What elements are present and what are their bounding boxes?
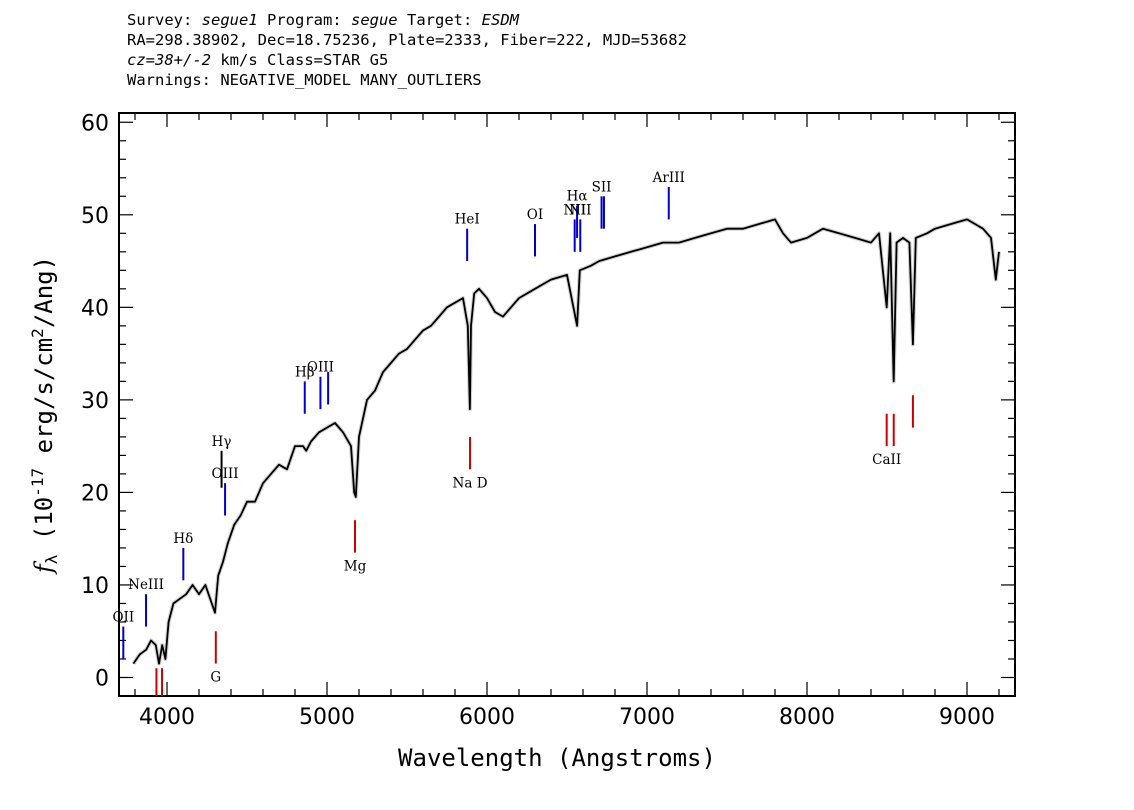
header-line-4: Warnings: NEGATIVE_MODEL MANY_OUTLIERS — [127, 71, 482, 89]
line-marker-label-13: SII — [592, 179, 612, 195]
y-axis-label-part-5: 2 — [28, 328, 47, 338]
line-marker-label-10: NII — [563, 202, 585, 218]
line-marker-label-12: NII — [569, 202, 591, 218]
x-tick-label: 9000 — [939, 705, 995, 730]
header-line-2: RA=298.38902, Dec=18.75236, Plate=2333, … — [127, 31, 687, 49]
line-marker-label-11: Hα — [567, 189, 588, 205]
line-marker-label-15: ArIII — [652, 170, 685, 186]
survey-value: segue1 — [201, 11, 258, 29]
line-marker-label-0: OII — [112, 610, 134, 626]
line-marker-label-2: Hδ — [173, 531, 193, 547]
y-tick-label: 60 — [81, 111, 109, 136]
plot-area — [131, 217, 1001, 666]
y-tick-label: 20 — [81, 481, 109, 506]
program-value: segue — [350, 11, 398, 29]
header-line-3: cz=38+/-2 km/s Class=STAR G5 — [127, 50, 687, 70]
y-axis-label-part-3: -17 — [28, 468, 47, 497]
x-tick-label: 7000 — [619, 705, 675, 730]
spectrum-line-0 — [132, 218, 1000, 665]
y-tick-label: 0 — [95, 666, 109, 691]
x-tick-label: 6000 — [459, 705, 515, 730]
line-marker-label-21: CaII — [872, 452, 901, 468]
y-axis-label-part-4: erg/s/cm — [30, 338, 58, 468]
target-value: ESDM — [481, 11, 519, 29]
spectrum-header: Survey: segue1 Program: segue Target: ES… — [127, 10, 687, 90]
y-axis-label-part-2: (10 — [30, 497, 58, 555]
y-tick-label: 30 — [81, 389, 109, 414]
line-marker-label-4: OIII — [212, 466, 239, 482]
y-axis-label: fλ (10-17 erg/s/cm2/Ang) — [28, 256, 61, 575]
line-marker-label-5: Hβ — [295, 364, 315, 380]
x-tick-label: 8000 — [779, 705, 835, 730]
target-label: Target: — [397, 11, 482, 29]
line-marker-label-9: OI — [527, 207, 543, 223]
y-axis-label-part-1: λ — [42, 554, 61, 564]
program-label: Program: — [257, 11, 351, 29]
redshift-unit-class: km/s Class=STAR G5 — [211, 51, 389, 69]
line-marker-label-20: Na D — [453, 475, 488, 491]
redshift-value: cz=38+/-2 — [127, 51, 211, 69]
line-marker-label-8: HeI — [455, 212, 480, 228]
line-marker-label-3: Hγ — [212, 434, 232, 450]
survey-label: Survey: — [127, 11, 202, 29]
header-line-1: Survey: segue1 Program: segue Target: ES… — [127, 10, 687, 30]
line-marker-label-6: OIII — [307, 360, 334, 376]
x-axis-label: Wavelength (Angstroms) — [398, 744, 716, 772]
line-marker-label-1: NeIII — [128, 577, 164, 593]
x-tick-label: 5000 — [299, 705, 355, 730]
plot-frame — [118, 112, 1016, 697]
y-axis-label-part-6: /Ang) — [30, 256, 58, 328]
line-marker-label-19: Mg — [344, 559, 367, 575]
y-tick-label: 50 — [81, 204, 109, 229]
x-tick-label: 4000 — [139, 705, 195, 730]
spectrum-error-band — [131, 217, 1001, 666]
line-marker-label-18: G — [210, 670, 221, 686]
y-tick-label: 10 — [81, 574, 109, 599]
y-tick-label: 40 — [81, 296, 109, 321]
